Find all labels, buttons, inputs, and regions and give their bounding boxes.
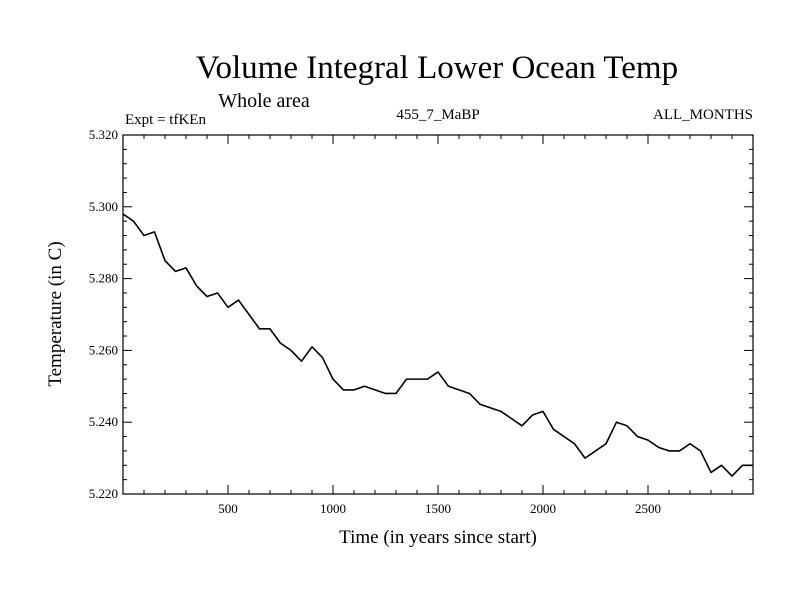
x-tick-label: 1500 xyxy=(425,501,451,516)
chart-title: Volume Integral Lower Ocean Temp xyxy=(196,50,678,86)
y-tick-label: 5.220 xyxy=(89,486,118,501)
plot-frame xyxy=(122,134,754,495)
series-line xyxy=(122,213,753,477)
x-axis-ticks: 500 1000 1500 2000 2500 xyxy=(143,135,733,516)
annotation-left: Expt = tfKEn xyxy=(125,112,206,128)
y-tick-label: 5.320 xyxy=(89,127,118,142)
annotation-right: ALL_MONTHS xyxy=(653,107,753,123)
x-tick-label: 1000 xyxy=(320,501,346,516)
y-axis-label: Temperature (in C) xyxy=(45,241,66,386)
y-tick-label: 5.240 xyxy=(89,414,118,429)
chart-subtitle: Whole area xyxy=(218,90,310,112)
y-tick-label: 5.260 xyxy=(89,342,118,357)
x-axis-label: Time (in years since start) xyxy=(339,527,537,548)
x-tick-label: 500 xyxy=(218,501,238,516)
x-tick-label: 2000 xyxy=(530,501,556,516)
x-tick-label: 2500 xyxy=(635,501,661,516)
y-tick-label: 5.280 xyxy=(89,271,118,286)
y-tick-label: 5.300 xyxy=(89,199,118,214)
annotation-center: 455_7_MaBP xyxy=(396,107,479,123)
y-axis-ticks: 5.220 5.240 5.260 5.280 5.300 5.320 xyxy=(89,127,753,501)
